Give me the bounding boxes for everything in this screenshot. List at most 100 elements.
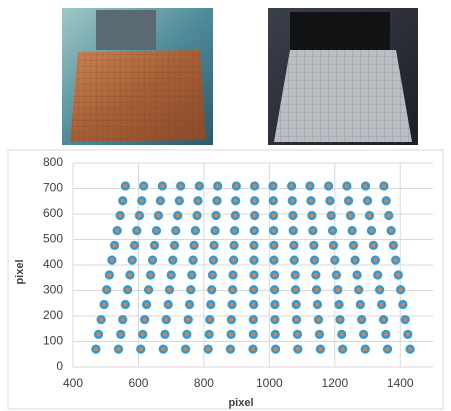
y-tick-label: 0 <box>56 359 63 373</box>
y-axis-title: pixel <box>14 259 26 284</box>
marker-dot <box>123 184 127 188</box>
marker-dot <box>394 258 398 262</box>
marker-dot <box>296 332 300 336</box>
marker-dot <box>364 184 368 188</box>
marker-dot <box>149 273 153 277</box>
marker-dot <box>290 199 294 203</box>
marker-dot <box>252 288 256 292</box>
marker-dot <box>196 199 200 203</box>
marker-dot <box>363 347 367 351</box>
x-tick-label: 1400 <box>387 376 414 390</box>
marker-dot <box>292 243 296 247</box>
marker-dot <box>195 214 199 218</box>
y-tick-label: 500 <box>43 232 63 246</box>
photo-left <box>62 8 213 145</box>
x-tick-label: 800 <box>194 376 214 390</box>
marker-dot <box>252 229 256 233</box>
marker-dot <box>102 303 106 307</box>
marker-dot <box>207 332 211 336</box>
marker-dot <box>316 318 320 322</box>
marker-dot <box>294 288 298 292</box>
marker-dot <box>384 199 388 203</box>
marker-dot <box>318 347 322 351</box>
x-tick-label: 1200 <box>321 376 348 390</box>
marker-dot <box>347 199 351 203</box>
marker-dot <box>336 288 340 292</box>
marker-dot <box>140 199 144 203</box>
marker-dot <box>291 229 295 233</box>
marker-dot <box>130 258 134 262</box>
x-tick-label: 600 <box>128 376 148 390</box>
marker-dot <box>232 258 236 262</box>
marker-dot <box>215 199 219 203</box>
marker-dot <box>334 273 338 277</box>
marker-dot <box>308 184 312 188</box>
marker-dot <box>176 214 180 218</box>
marker-dot <box>211 258 215 262</box>
marker-dot <box>186 318 190 322</box>
marker-dot <box>294 303 298 307</box>
marker-dot <box>295 318 299 322</box>
marker-dot <box>273 288 277 292</box>
marker-dot <box>340 332 344 336</box>
marker-dot <box>151 258 155 262</box>
marker-dot <box>368 214 372 218</box>
marker-dot <box>128 273 132 277</box>
marker-dot <box>206 347 210 351</box>
marker-dot <box>189 288 193 292</box>
marker-dot <box>399 288 403 292</box>
marker-dot <box>272 214 276 218</box>
marker-dot <box>231 273 235 277</box>
marker-dot <box>94 347 98 351</box>
marker-dot <box>273 303 277 307</box>
marker-dot <box>141 332 145 336</box>
marker-dot <box>168 288 172 292</box>
marker-dot <box>121 318 125 322</box>
marker-dot <box>406 332 410 336</box>
marker-dot <box>290 184 294 188</box>
marker-dot <box>403 318 407 322</box>
marker-dot <box>213 229 217 233</box>
marker-dot <box>362 332 366 336</box>
marker-dot <box>366 199 370 203</box>
marker-dot <box>99 318 103 322</box>
page: {"chart_data": {"type": "scatter", "x_la… <box>0 0 451 411</box>
marker-dot <box>387 214 391 218</box>
marker-dot <box>373 258 377 262</box>
marker-dot <box>274 347 278 351</box>
marker-dot <box>232 243 236 247</box>
marker-dot <box>337 303 341 307</box>
marker-dot <box>113 243 117 247</box>
marker-dot <box>229 332 233 336</box>
x-axis-title: pixel <box>228 397 253 409</box>
marker-dot <box>252 258 256 262</box>
marker-dot <box>166 303 170 307</box>
marker-dot <box>191 258 195 262</box>
marker-dot <box>185 332 189 336</box>
marker-dot <box>190 273 194 277</box>
marker-dot <box>358 303 362 307</box>
marker-dot <box>152 243 156 247</box>
marker-dot <box>309 199 313 203</box>
marker-dot <box>360 318 364 322</box>
marker-dot <box>177 199 181 203</box>
y-tick-label: 800 <box>43 155 63 169</box>
marker-dot <box>179 184 183 188</box>
marker-dot <box>272 229 276 233</box>
marker-dot <box>329 214 333 218</box>
marker-dot <box>228 347 232 351</box>
marker-dot <box>174 229 178 233</box>
marker-dot <box>332 243 336 247</box>
marker-dot <box>331 229 335 233</box>
marker-dot <box>251 318 255 322</box>
marker-dot <box>231 288 235 292</box>
marker-dot <box>253 199 257 203</box>
marker-dot <box>384 332 388 336</box>
marker-dot <box>273 318 277 322</box>
y-tick-label: 300 <box>43 283 63 297</box>
marker-dot <box>139 347 143 351</box>
marker-dot <box>105 288 109 292</box>
marker-dot <box>164 318 168 322</box>
marker-dot <box>351 243 355 247</box>
marker-dot <box>210 273 214 277</box>
